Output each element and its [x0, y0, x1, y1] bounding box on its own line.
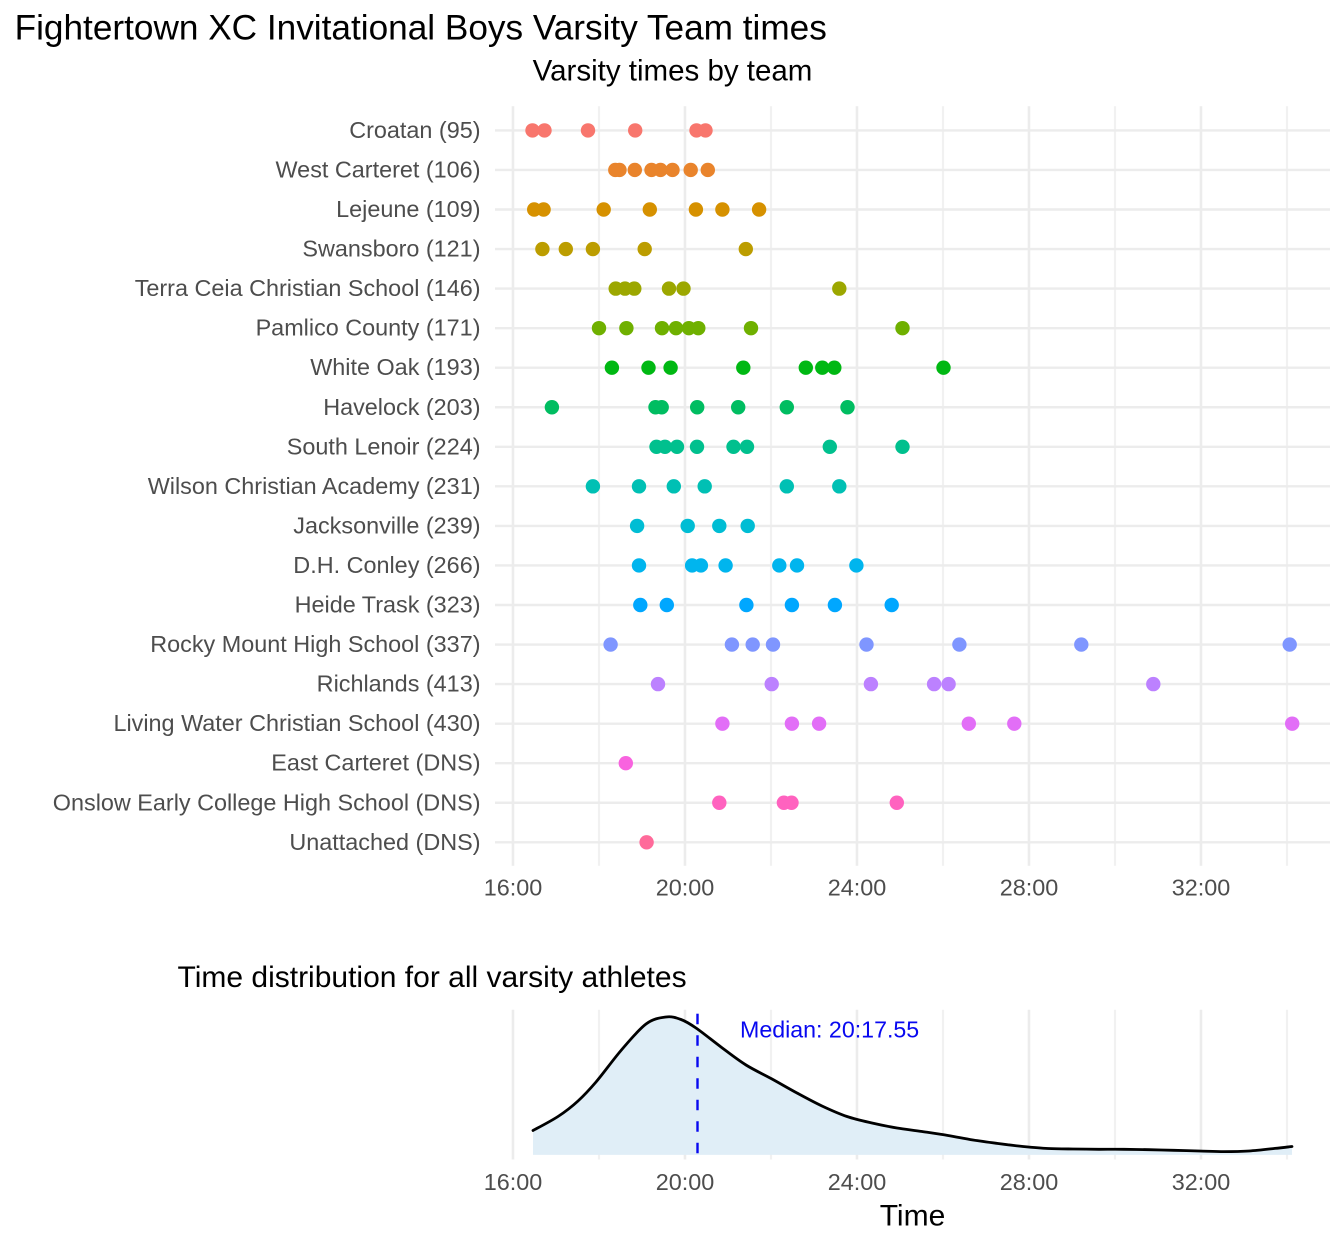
svg-text:Pamlico County (171): Pamlico County (171) [256, 315, 481, 341]
svg-text:Varsity times by team: Varsity times by team [533, 55, 813, 88]
svg-text:28:00: 28:00 [1000, 1169, 1059, 1195]
svg-text:Living Water Christian School: Living Water Christian School (430) [113, 710, 480, 736]
svg-text:Havelock (203): Havelock (203) [323, 394, 480, 420]
svg-text:Median: 20:17.55: Median: 20:17.55 [740, 1017, 919, 1043]
svg-text:Time distribution for all vars: Time distribution for all varsity athlet… [178, 961, 687, 994]
svg-text:24:00: 24:00 [828, 875, 887, 901]
svg-text:32:00: 32:00 [1172, 875, 1231, 901]
svg-text:Lejeune (109): Lejeune (109) [336, 196, 480, 222]
svg-text:24:00: 24:00 [828, 1169, 887, 1195]
svg-text:Fightertown XC Invitational Bo: Fightertown XC Invitational Boys Varsity… [15, 8, 827, 47]
svg-text:20:00: 20:00 [656, 1169, 715, 1195]
svg-text:Croatan (95): Croatan (95) [349, 117, 480, 143]
svg-text:Jacksonville (239): Jacksonville (239) [293, 512, 480, 538]
svg-text:D.H. Conley (266): D.H. Conley (266) [293, 552, 480, 578]
svg-text:16:00: 16:00 [484, 1169, 543, 1195]
svg-text:Swansboro (121): Swansboro (121) [302, 236, 480, 262]
svg-text:East Carteret (DNS): East Carteret (DNS) [271, 750, 480, 776]
svg-text:Wilson Christian Academy (231): Wilson Christian Academy (231) [148, 473, 481, 499]
svg-text:White Oak (193): White Oak (193) [310, 354, 480, 380]
svg-text:Unattached (DNS): Unattached (DNS) [289, 829, 480, 855]
svg-text:Richlands (413): Richlands (413) [317, 671, 481, 697]
svg-text:Time: Time [880, 1200, 946, 1233]
svg-text:20:00: 20:00 [656, 875, 715, 901]
svg-text:Rocky Mount High School (337): Rocky Mount High School (337) [150, 631, 480, 657]
svg-text:16:00: 16:00 [484, 875, 543, 901]
svg-text:Terra Ceia Christian School (1: Terra Ceia Christian School (146) [135, 275, 481, 301]
svg-text:Onslow Early College High Scho: Onslow Early College High School (DNS) [53, 789, 481, 815]
svg-text:Heide Trask (323): Heide Trask (323) [295, 592, 481, 618]
svg-text:28:00: 28:00 [1000, 875, 1059, 901]
svg-text:32:00: 32:00 [1172, 1169, 1231, 1195]
svg-text:West Carteret (106): West Carteret (106) [276, 156, 481, 182]
svg-text:South Lenoir (224): South Lenoir (224) [287, 433, 481, 459]
